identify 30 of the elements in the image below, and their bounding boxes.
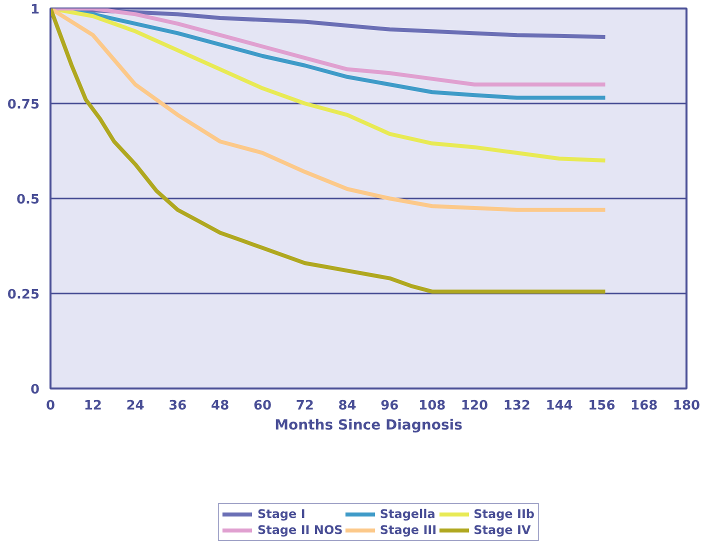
x-tick-label: 120	[460, 398, 488, 414]
x-tick-label: 144	[546, 398, 573, 414]
x-tick-label: 108	[418, 398, 446, 414]
x-tick-label: 60	[253, 398, 272, 414]
legend-label: Stage III	[380, 523, 437, 537]
legend-label: Stagella	[380, 507, 436, 521]
x-tick-label: 24	[126, 398, 144, 414]
line-series	[50, 8, 608, 212]
x-tick-label: 168	[630, 398, 658, 414]
y-tick-label: 0.25	[7, 288, 40, 302]
legend-label: Stage II NOS	[257, 523, 343, 537]
x-tick-label: 48	[211, 398, 230, 414]
y-tick-label: 0.75	[7, 98, 40, 112]
y-tick-label: 0	[30, 382, 40, 398]
line-series	[50, 8, 608, 294]
legend-label: Stage I	[257, 507, 306, 521]
x-tick-label: 132	[503, 398, 530, 414]
x-tick-label: 156	[588, 398, 616, 414]
x-tick-label: 0	[46, 398, 56, 414]
legend-label: Stage IV	[474, 523, 531, 537]
x-tick-label: 36	[168, 398, 187, 414]
x-tick-label: 12	[84, 398, 102, 414]
x-axis-title: Months Since Diagnosis	[274, 418, 462, 434]
x-tick-label: 96	[380, 398, 399, 414]
x-tick-label: 84	[338, 398, 356, 414]
legend-label: Stage IIb	[474, 507, 535, 521]
x-tick-label: 72	[296, 398, 314, 414]
y-tick-label: 1	[30, 2, 40, 18]
y-tick-label: 0.5	[16, 192, 40, 208]
x-tick-label: 180	[672, 398, 700, 414]
